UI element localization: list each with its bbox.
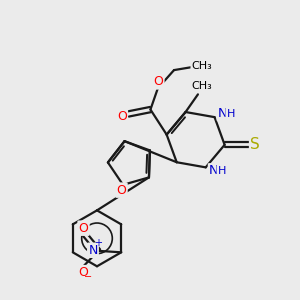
- Text: +: +: [94, 238, 102, 248]
- Text: N: N: [88, 244, 98, 257]
- Text: H: H: [218, 166, 226, 176]
- Text: O: O: [79, 222, 88, 235]
- Text: CH₃: CH₃: [191, 81, 212, 91]
- Text: CH₃: CH₃: [192, 61, 212, 71]
- Text: O: O: [117, 110, 127, 123]
- Text: N: N: [209, 164, 219, 177]
- Text: O: O: [154, 75, 163, 88]
- Text: −: −: [84, 272, 92, 282]
- Text: N: N: [218, 107, 228, 120]
- Text: O: O: [78, 266, 88, 279]
- Text: H: H: [226, 109, 235, 118]
- Text: O: O: [117, 184, 127, 196]
- Text: S: S: [250, 137, 260, 152]
